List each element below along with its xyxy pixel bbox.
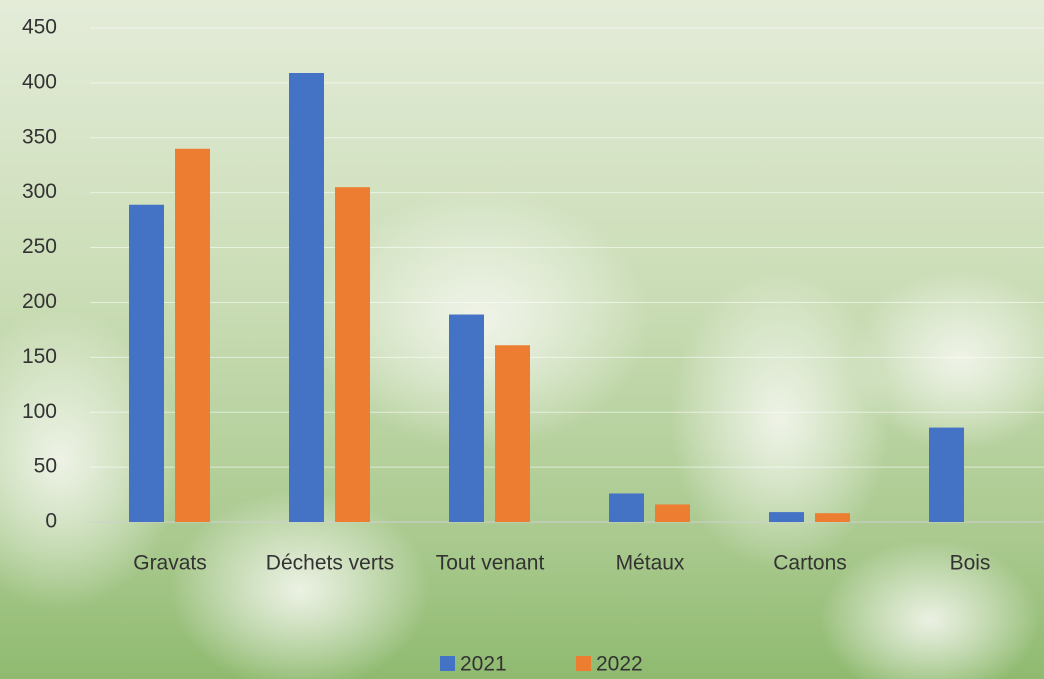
legend-label: 2021: [460, 653, 507, 676]
y-tick-label: 50: [34, 455, 57, 478]
bar: [815, 513, 850, 522]
bar: [449, 314, 484, 522]
bar: [129, 204, 164, 522]
y-tick-label: 0: [45, 510, 57, 533]
legend-swatch: [576, 656, 591, 671]
bar: [655, 504, 690, 522]
x-tick-label: Tout venant: [436, 552, 545, 575]
legend-swatch: [440, 656, 455, 671]
y-tick-label: 450: [22, 16, 57, 39]
y-tick-label: 400: [22, 70, 57, 93]
x-tick-label: Cartons: [773, 552, 847, 575]
x-tick-label: Bois: [950, 552, 991, 575]
y-tick-label: 250: [22, 235, 57, 258]
bar: [175, 148, 210, 522]
bar: [769, 512, 804, 522]
y-tick-label: 150: [22, 345, 57, 368]
y-tick-label: 350: [22, 125, 57, 148]
bar: [289, 73, 324, 523]
bar: [495, 345, 530, 522]
bar: [929, 427, 964, 522]
legend-label: 2022: [596, 653, 643, 676]
x-tick-label: Gravats: [133, 552, 207, 575]
y-tick-label: 300: [22, 180, 57, 203]
bar: [609, 493, 644, 522]
x-tick-label: Déchets verts: [266, 552, 394, 575]
x-tick-label: Métaux: [616, 552, 685, 575]
bar: [335, 187, 370, 522]
y-tick-label: 200: [22, 290, 57, 313]
y-tick-label: 100: [22, 400, 57, 423]
